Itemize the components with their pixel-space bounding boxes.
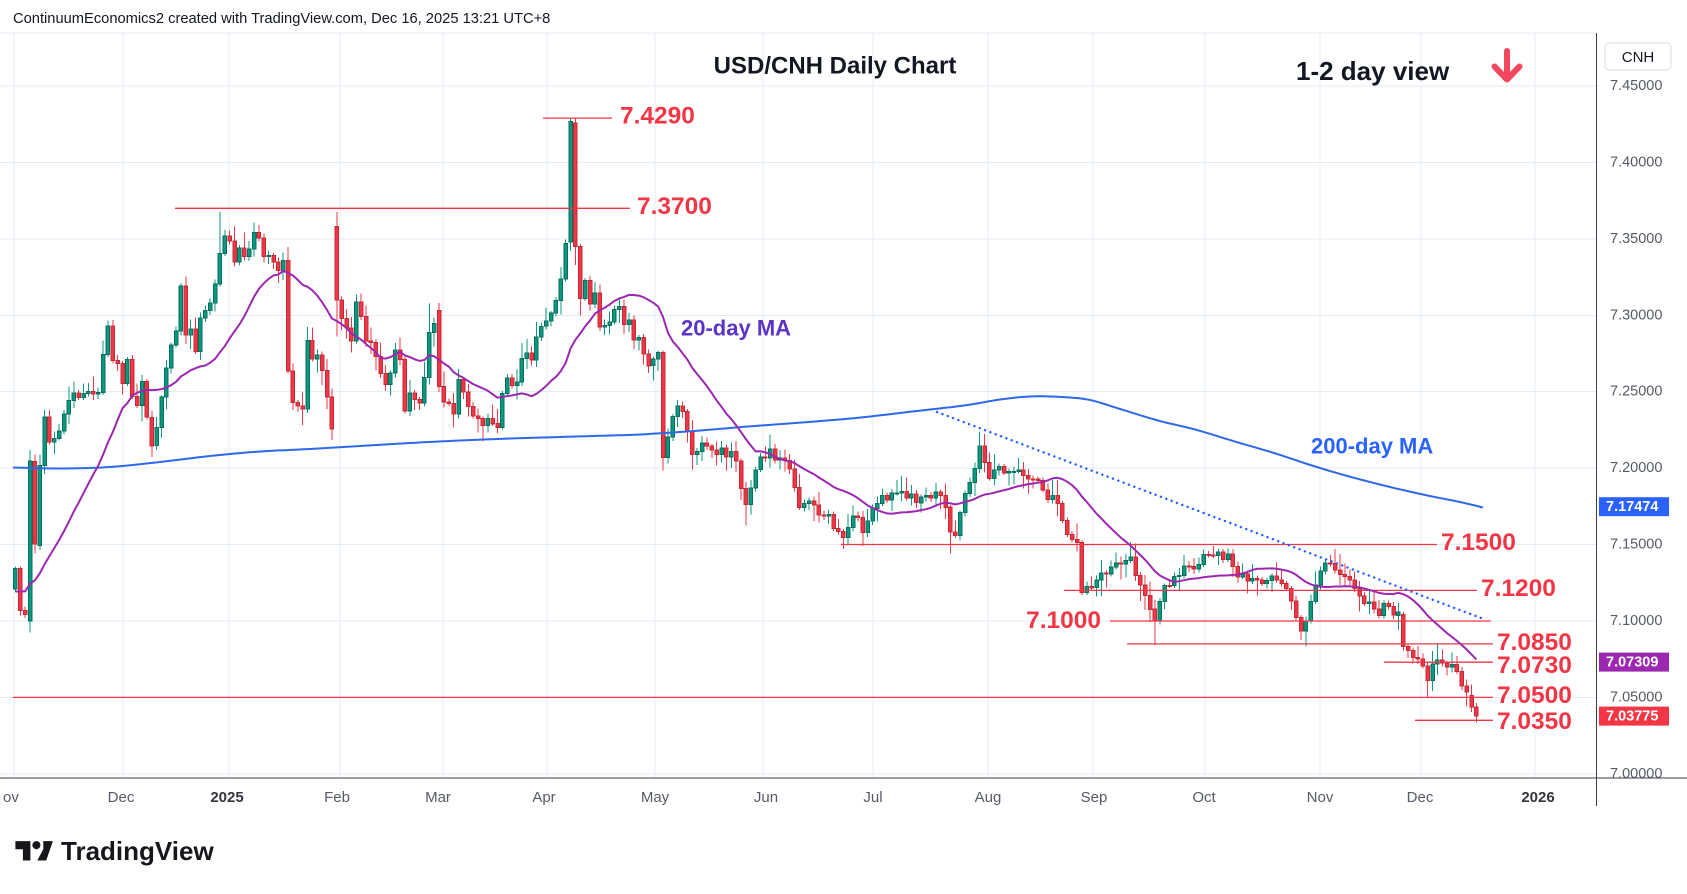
svg-text:Dec: Dec: [1407, 789, 1434, 806]
svg-text:2026: 2026: [1521, 789, 1554, 806]
svg-text:Sep: Sep: [1081, 789, 1108, 806]
svg-text:7.20000: 7.20000: [1610, 460, 1662, 476]
svg-text:7.10000: 7.10000: [1610, 613, 1662, 629]
svg-text:7.0730: 7.0730: [1497, 652, 1572, 679]
svg-text:7.35000: 7.35000: [1610, 231, 1662, 247]
svg-text:7.1500: 7.1500: [1441, 529, 1516, 556]
svg-text:7.0850: 7.0850: [1497, 629, 1572, 656]
svg-text:7.05000: 7.05000: [1610, 689, 1662, 705]
svg-text:Nov: Nov: [1307, 789, 1334, 806]
svg-text:2025: 2025: [210, 789, 243, 806]
svg-text:Apr: Apr: [532, 789, 555, 806]
svg-text:7.30000: 7.30000: [1610, 307, 1662, 323]
svg-text:7.07309: 7.07309: [1606, 655, 1658, 671]
svg-text:USD/CNH Daily Chart: USD/CNH Daily Chart: [714, 53, 957, 80]
svg-text:1-2 day view: 1-2 day view: [1296, 56, 1450, 86]
svg-text:7.17474: 7.17474: [1606, 499, 1658, 515]
svg-text:Mar: Mar: [425, 789, 451, 806]
svg-text:TradingView: TradingView: [61, 836, 214, 866]
svg-text:200-day MA: 200-day MA: [1311, 434, 1433, 459]
svg-text:ContinuumEconomics2 created wi: ContinuumEconomics2 created with Trading…: [13, 11, 550, 27]
svg-text:7.1200: 7.1200: [1481, 575, 1556, 602]
svg-text:Oct: Oct: [1192, 789, 1216, 806]
svg-text:20-day MA: 20-day MA: [681, 316, 791, 341]
svg-text:Jun: Jun: [754, 789, 778, 806]
svg-text:7.0350: 7.0350: [1497, 708, 1572, 735]
svg-text:May: May: [641, 789, 670, 806]
svg-text:Aug: Aug: [975, 789, 1002, 806]
svg-text:7.00000: 7.00000: [1610, 766, 1662, 782]
svg-text:7.1000: 7.1000: [1026, 607, 1101, 634]
svg-text:7.0500: 7.0500: [1497, 682, 1572, 709]
svg-text:ov: ov: [3, 789, 19, 806]
svg-text:7.03775: 7.03775: [1606, 709, 1658, 725]
svg-text:CNH: CNH: [1622, 49, 1655, 66]
svg-text:7.45000: 7.45000: [1610, 78, 1662, 94]
svg-text:Jul: Jul: [863, 789, 882, 806]
svg-text:7.15000: 7.15000: [1610, 537, 1662, 553]
svg-text:7.4290: 7.4290: [620, 103, 695, 130]
svg-text:7.25000: 7.25000: [1610, 384, 1662, 400]
svg-text:Dec: Dec: [108, 789, 135, 806]
svg-text:Feb: Feb: [324, 789, 350, 806]
svg-text:7.3700: 7.3700: [637, 193, 712, 220]
svg-text:7.40000: 7.40000: [1610, 154, 1662, 170]
